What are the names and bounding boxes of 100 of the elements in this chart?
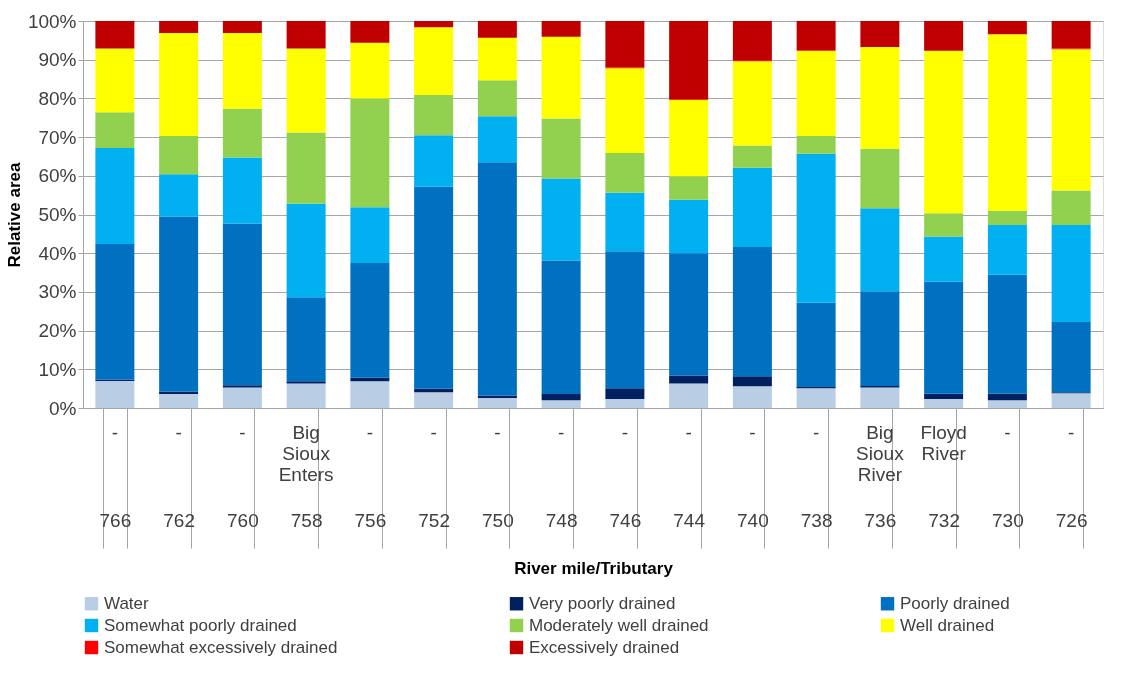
bar [924, 281, 964, 394]
bar [222, 223, 262, 386]
bar [924, 399, 964, 408]
legend-label: Moderately well drained [529, 615, 709, 635]
bar [796, 302, 836, 388]
bar [541, 260, 581, 395]
text: - [494, 422, 501, 443]
x-tick-label: 752 [418, 509, 450, 531]
bar [732, 61, 772, 146]
bar [669, 253, 709, 376]
bar [605, 21, 645, 68]
bar [541, 36, 581, 119]
bar [987, 393, 1027, 401]
bar [732, 167, 772, 248]
legend-label: Well drained [900, 615, 995, 635]
bar [669, 21, 709, 100]
x-tick-label: 726 [1055, 509, 1088, 531]
bar [286, 381, 326, 384]
bar [605, 192, 645, 252]
bar [414, 186, 454, 389]
bar [159, 216, 199, 392]
bar [987, 224, 1027, 275]
text: - [685, 422, 692, 443]
bar [541, 118, 581, 179]
bar [541, 178, 581, 261]
bar [796, 50, 836, 136]
bar [987, 34, 1027, 211]
bar [669, 176, 709, 200]
bar [541, 394, 581, 401]
x-tick-label: 738 [800, 509, 833, 531]
bar [987, 400, 1027, 408]
legend-label: Somewhat poorly drained [104, 615, 297, 635]
x-tick-label: 744 [673, 509, 706, 531]
y-axis-title: Relative area [4, 162, 24, 268]
x-tick-label: 758 [290, 509, 323, 531]
bar [924, 50, 964, 214]
y-tick-label: 80% [38, 87, 77, 109]
bar [159, 394, 199, 408]
legend-label: Water [104, 593, 150, 613]
bar [924, 21, 964, 51]
bar [669, 199, 709, 254]
bar [732, 386, 772, 408]
bar [796, 153, 836, 303]
text: - [430, 422, 437, 443]
text: Floyd River [920, 422, 967, 464]
y-tick-label: 40% [38, 242, 77, 264]
bar [159, 21, 199, 33]
bar [541, 21, 581, 37]
bar [860, 148, 900, 209]
bar [414, 21, 454, 28]
bar [159, 174, 199, 217]
y-tick-label: 0% [49, 397, 77, 419]
legend-label: Somewhat excessively drained [104, 637, 338, 657]
bar [732, 145, 772, 168]
x-tick-label: 736 [864, 509, 897, 531]
y-tick-label: 20% [38, 320, 77, 342]
text: - [812, 422, 820, 443]
y-tick-label: 90% [38, 49, 77, 71]
bar [796, 135, 836, 154]
bar [350, 42, 390, 99]
bar [414, 392, 454, 408]
bar [477, 37, 517, 81]
bar [159, 33, 199, 136]
bar [95, 147, 135, 244]
bar [414, 27, 454, 95]
bar [669, 375, 709, 384]
text: - [366, 422, 374, 443]
x-tick-label: 750 [482, 509, 514, 531]
bar [1051, 393, 1091, 408]
bar [605, 388, 645, 400]
x-tick-label: 756 [354, 509, 387, 531]
bar [286, 21, 326, 49]
bar [286, 132, 326, 204]
text: - [749, 422, 756, 443]
bar [350, 262, 390, 378]
bar [350, 381, 390, 408]
bar [924, 213, 964, 237]
x-tick-label: 746 [609, 509, 642, 531]
bar [222, 21, 262, 33]
bar [605, 399, 645, 408]
legend-label: Poorly drained [900, 593, 1010, 613]
x-tick-label: 748 [545, 509, 578, 531]
bar [477, 21, 517, 38]
bar [350, 98, 390, 208]
bar [669, 383, 709, 408]
y-tick-label: 100% [27, 10, 77, 32]
bar [605, 251, 645, 389]
bar [286, 203, 326, 298]
bar [95, 112, 135, 148]
bar [286, 297, 326, 382]
bar [222, 387, 262, 408]
bar [860, 208, 900, 292]
bar [414, 94, 454, 136]
bar [1051, 49, 1091, 191]
legend-label: Very poorly drained [529, 593, 676, 613]
x-tick-label: 762 [163, 509, 195, 531]
bar [924, 393, 964, 400]
x-tick-label: 740 [737, 509, 769, 531]
bar [222, 33, 262, 109]
bar [286, 48, 326, 133]
